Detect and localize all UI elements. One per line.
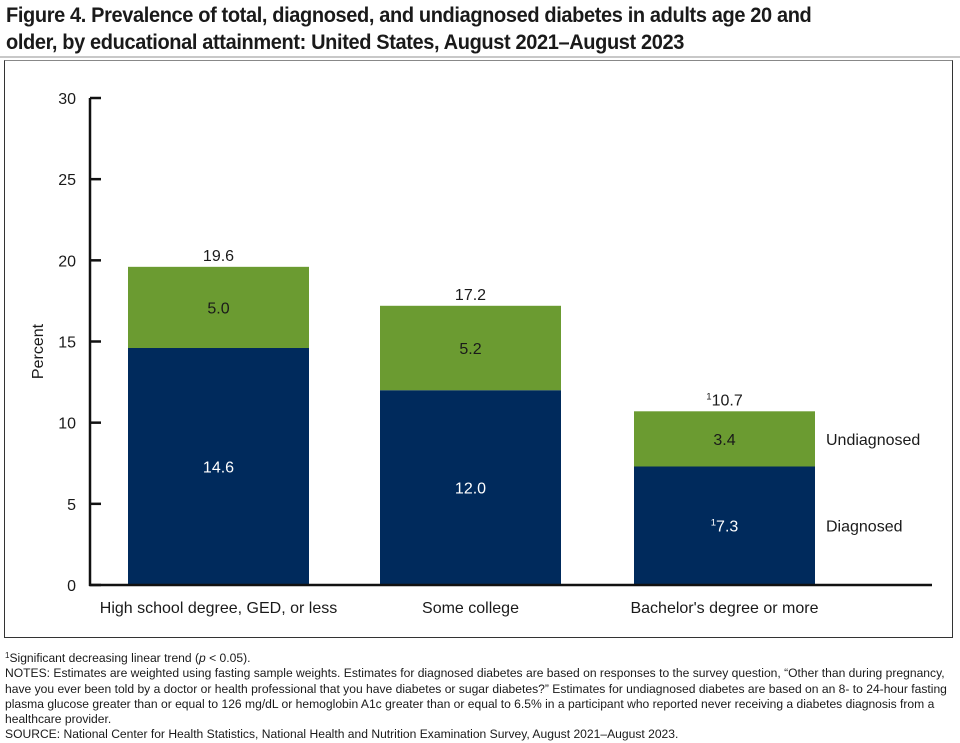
bar-segment-diagnosed [380,390,561,585]
bar-segment-diagnosed [634,466,815,585]
x-tick-label: High school degree, GED, or less [100,600,337,617]
y-tick-label: 5 [67,497,76,514]
source-text: SOURCE: National Center for Health Stati… [5,727,679,742]
y-tick-label: 0 [67,578,76,595]
y-tick-label: 20 [58,253,76,270]
y-tick-label: 30 [58,91,76,108]
legend-undiagnosed: Undiagnosed [826,432,920,449]
figure-notes: 1Significant decreasing linear trend (p … [5,651,955,743]
data-label-undiagnosed: 5.2 [459,341,481,358]
footnote-1: 1Significant decreasing linear trend (p … [5,651,251,665]
bar-segment-undiagnosed [380,305,561,391]
data-label-diagnosed: 12.0 [455,481,486,498]
title-divider [0,56,960,58]
data-label-total: 19.6 [203,248,234,265]
data-label-total: 110.7 [706,391,743,409]
data-label-total: 17.2 [455,287,486,304]
figure-title-line-1: Figure 4. Prevalence of total, diagnosed… [6,3,812,27]
labels-layer: 14.6 5.0 19.6 High school degree, GED, or l… [30,91,920,617]
bar-segment-undiagnosed [128,266,309,348]
y-tick-label: 15 [58,335,76,352]
bar-segment-undiagnosed [634,411,815,467]
bars-layer [128,266,815,585]
footnote-mark: 1 [5,651,10,660]
x-tick-label: Some college [422,600,519,617]
notes-text: NOTES: Estimates are weighted using fast… [5,666,947,727]
y-tick-label: 25 [58,172,76,189]
axes-layer [88,96,932,587]
data-label-diagnosed: 14.6 [203,459,234,476]
data-label-undiagnosed: 5.0 [207,300,229,317]
x-tick-label: Bachelor's degree or more [630,600,818,617]
legend-diagnosed: Diagnosed [826,519,903,536]
chart-frame [4,60,953,638]
figure-title-line-2: older, by educational attainment: United… [6,30,685,54]
figure-title: Figure 4. Prevalence of total, diagnosed… [6,2,890,56]
data-label-diagnosed: 17.3 [711,518,739,536]
y-axis-label: Percent [30,323,47,379]
data-label-undiagnosed: 3.4 [713,432,735,449]
y-tick-label: 10 [58,416,76,433]
bar-segment-diagnosed [128,347,309,585]
